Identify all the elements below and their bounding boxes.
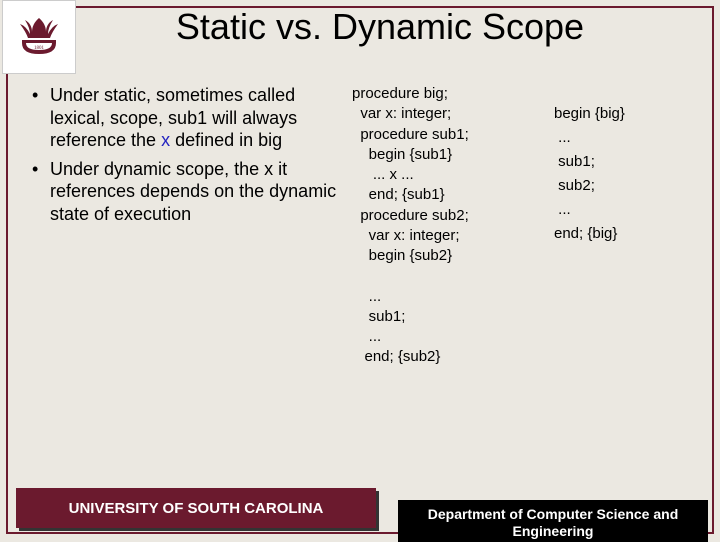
footer-university: UNIVERSITY OF SOUTH CAROLINA [16, 488, 376, 528]
code-block-left: procedure big; var x: integer; procedure… [352, 84, 542, 368]
content-area: Under static, sometimes called lexical, … [30, 84, 700, 368]
bullet-2: Under dynamic scope, the x it references… [30, 158, 340, 226]
bullet-1-post: defined in big [170, 130, 282, 150]
footer-department: Department of Computer Science and Engin… [398, 500, 708, 542]
code-block-right: begin {big} ... sub1; sub2; ... end; {bi… [554, 84, 694, 368]
bullet-1: Under static, sometimes called lexical, … [30, 84, 340, 152]
bullet-column: Under static, sometimes called lexical, … [30, 84, 340, 368]
slide-title: Static vs. Dynamic Scope [0, 6, 720, 48]
bullet-1-x: x [161, 130, 170, 150]
